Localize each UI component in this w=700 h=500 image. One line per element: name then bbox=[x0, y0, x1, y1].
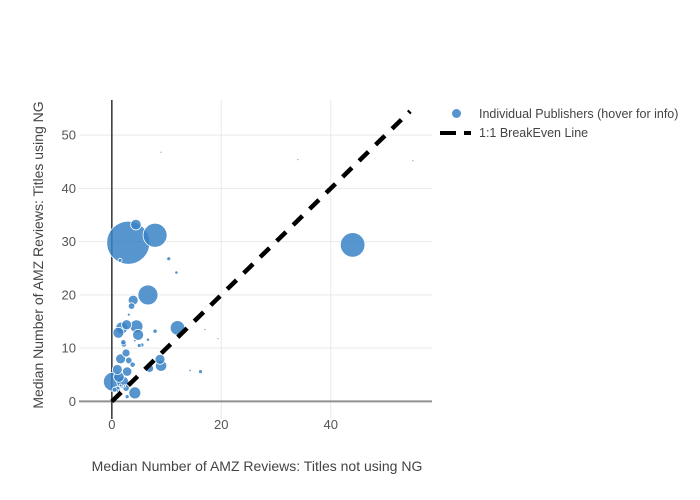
publisher-bubble[interactable] bbox=[203, 328, 207, 331]
x-axis-title: Median Number of AMZ Reviews: Titles not… bbox=[91, 458, 423, 474]
y-tick-label: 50 bbox=[62, 128, 76, 143]
bubble-marker-icon bbox=[451, 109, 461, 118]
publisher-bubble[interactable] bbox=[130, 218, 142, 231]
legend-label-breakeven: 1:1 BreakEven Line bbox=[479, 125, 589, 140]
publisher-bubble[interactable] bbox=[125, 356, 133, 365]
publisher-bubble[interactable] bbox=[296, 158, 300, 162]
publisher-bubble[interactable] bbox=[106, 220, 151, 265]
publisher-bubble[interactable] bbox=[111, 386, 118, 393]
publisher-bubble[interactable] bbox=[339, 232, 366, 258]
publisher-bubble[interactable] bbox=[126, 312, 131, 317]
publisher-bubble[interactable] bbox=[121, 348, 131, 358]
publisher-bubble[interactable] bbox=[124, 394, 130, 400]
publisher-bubble[interactable] bbox=[145, 337, 151, 342]
publisher-bubble[interactable] bbox=[118, 383, 123, 388]
publisher-bubble[interactable] bbox=[204, 305, 208, 308]
y-tick-label: 20 bbox=[62, 287, 76, 302]
y-tick-label: 0 bbox=[69, 394, 76, 409]
publisher-bubble[interactable] bbox=[128, 386, 142, 400]
publisher-bubble[interactable] bbox=[129, 361, 136, 368]
x-tick-label: 0 bbox=[108, 417, 115, 432]
publisher-bubble[interactable] bbox=[120, 339, 127, 346]
breakeven-line bbox=[110, 109, 412, 404]
publisher-bubble[interactable] bbox=[152, 328, 158, 334]
publisher-bubble[interactable] bbox=[111, 364, 123, 375]
y-tick-label: 40 bbox=[62, 181, 76, 196]
dash-line-icon bbox=[440, 130, 456, 135]
publisher-bubble[interactable] bbox=[137, 284, 159, 306]
legend-item-breakeven[interactable]: 1:1 BreakEven Line bbox=[433, 123, 678, 142]
legend: Individual Publishers (hover for info) 1… bbox=[433, 104, 678, 142]
publisher-bubble[interactable] bbox=[117, 257, 123, 263]
y-tick-label: 10 bbox=[62, 341, 76, 356]
publisher-bubble[interactable] bbox=[136, 343, 142, 348]
publisher-bubble[interactable] bbox=[198, 369, 203, 375]
legend-item-publishers[interactable]: Individual Publishers (hover for info) bbox=[433, 104, 678, 123]
publisher-bubble[interactable] bbox=[112, 326, 125, 339]
legend-marker bbox=[433, 109, 479, 118]
publisher-bubble[interactable] bbox=[121, 319, 133, 331]
publisher-bubble[interactable] bbox=[166, 256, 172, 262]
legend-marker bbox=[433, 130, 479, 135]
publisher-bubble[interactable] bbox=[142, 222, 168, 248]
publisher-bubble[interactable] bbox=[154, 353, 166, 365]
publisher-bubble[interactable] bbox=[122, 366, 133, 377]
publisher-bubble[interactable] bbox=[133, 339, 137, 343]
y-tick-label: 30 bbox=[62, 234, 76, 249]
publisher-bubble[interactable] bbox=[122, 384, 127, 388]
legend-label-publishers: Individual Publishers (hover for info) bbox=[479, 106, 679, 121]
publisher-bubble[interactable] bbox=[159, 150, 163, 154]
publisher-bubble[interactable] bbox=[411, 159, 415, 163]
publisher-bubble[interactable] bbox=[188, 368, 192, 373]
publisher-bubble[interactable] bbox=[174, 270, 179, 275]
x-tick-label: 40 bbox=[324, 417, 338, 432]
publisher-bubble[interactable] bbox=[127, 302, 136, 310]
publisher-bubble[interactable] bbox=[132, 328, 145, 341]
x-tick-label: 20 bbox=[214, 417, 228, 432]
y-axis-title: Median Number of AMZ Reviews: Titles usi… bbox=[30, 101, 46, 409]
dash-line-icon bbox=[464, 130, 471, 135]
publisher-bubble[interactable] bbox=[216, 337, 220, 340]
